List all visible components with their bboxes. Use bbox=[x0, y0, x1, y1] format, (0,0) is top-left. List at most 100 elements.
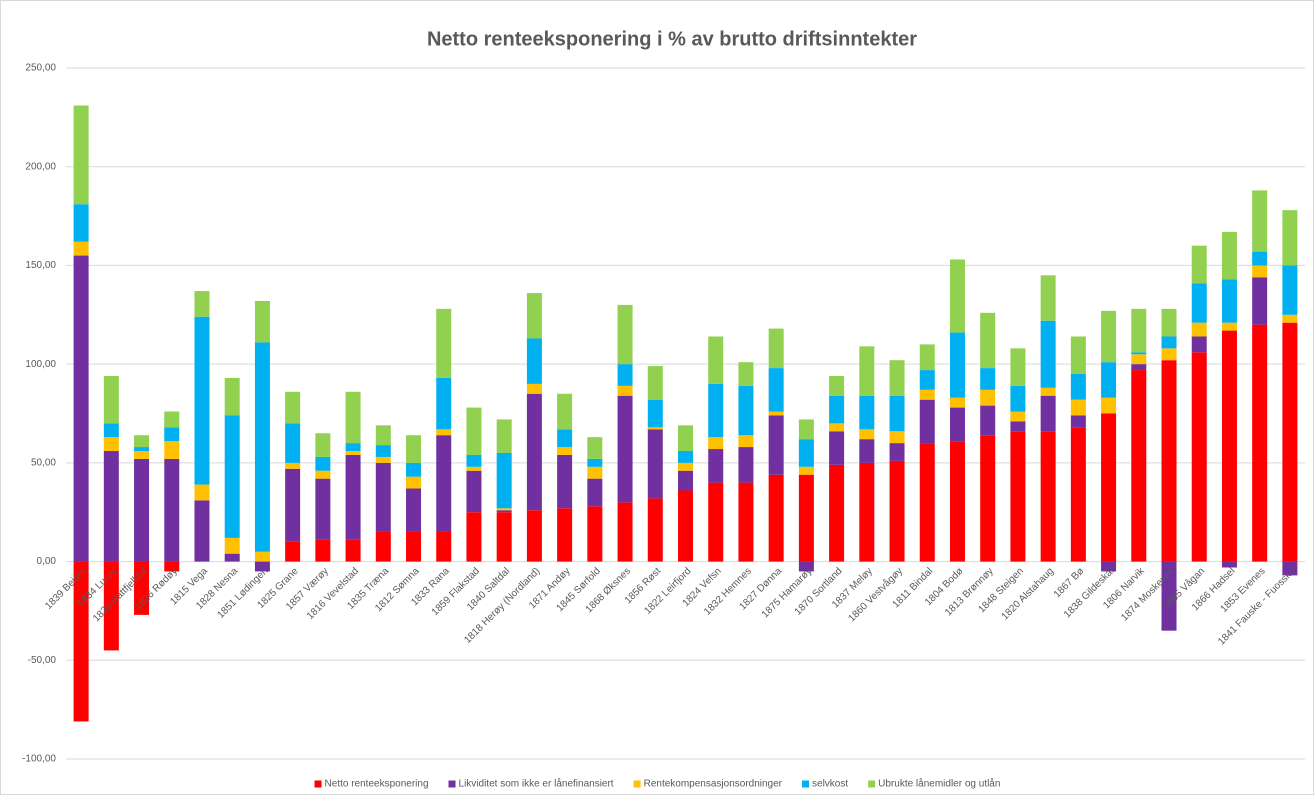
bar-segment bbox=[73, 204, 89, 242]
bar-segment bbox=[1282, 561, 1298, 576]
bar-segment bbox=[436, 429, 452, 436]
bar-segment bbox=[254, 342, 270, 552]
bar-segment bbox=[768, 411, 784, 416]
bar-segment bbox=[557, 454, 573, 509]
bar-segment bbox=[1070, 336, 1086, 375]
bar-segment bbox=[526, 338, 542, 384]
bar-segment bbox=[1252, 265, 1268, 278]
bar-segment bbox=[919, 389, 935, 400]
bar-segment bbox=[829, 423, 845, 432]
bar-segment bbox=[1101, 561, 1117, 572]
legend-swatch bbox=[314, 780, 322, 788]
bar-segment bbox=[647, 427, 663, 430]
bar-segment bbox=[1010, 411, 1026, 422]
bar-segment bbox=[345, 454, 361, 540]
bar-segment bbox=[1252, 251, 1268, 266]
bar-segment bbox=[798, 474, 814, 562]
legend-label: selvkost bbox=[812, 779, 848, 790]
bar-segment bbox=[919, 370, 935, 390]
bar-segment bbox=[768, 474, 784, 562]
bar-segment bbox=[587, 458, 603, 467]
y-tick-label: -50,00 bbox=[28, 655, 57, 666]
bar-segment bbox=[1221, 330, 1237, 562]
bar-segment bbox=[194, 291, 210, 317]
bar-segment bbox=[557, 508, 573, 562]
bar-segment bbox=[738, 362, 754, 386]
bar-segment bbox=[285, 541, 301, 562]
bar-segment bbox=[980, 368, 996, 390]
bar-segment bbox=[406, 462, 422, 477]
bar-segment bbox=[73, 561, 89, 722]
bar-segment bbox=[678, 470, 693, 491]
bar-segment bbox=[436, 435, 452, 532]
bar-segment bbox=[768, 328, 784, 369]
bar-segment bbox=[980, 435, 996, 562]
bar-segment bbox=[557, 393, 573, 430]
bar-segment bbox=[526, 510, 542, 562]
bar-segment bbox=[829, 431, 845, 465]
bar-segment bbox=[738, 385, 754, 436]
bar-segment bbox=[164, 458, 180, 562]
bar-segment bbox=[798, 561, 814, 572]
bar-segment bbox=[285, 391, 301, 424]
bar-segment bbox=[798, 419, 814, 440]
bar-segment bbox=[617, 304, 633, 365]
bar-segment bbox=[617, 385, 633, 396]
bar-segment bbox=[1131, 364, 1147, 371]
bar-segment bbox=[1040, 395, 1056, 432]
bar-segment bbox=[1282, 265, 1298, 315]
bar-segment bbox=[436, 308, 452, 378]
bar-segment bbox=[1101, 413, 1117, 562]
bar-segment bbox=[496, 508, 512, 511]
bar-segment bbox=[1191, 352, 1207, 562]
bar-segment bbox=[557, 429, 573, 448]
bar-segment bbox=[103, 451, 119, 562]
bar-segment bbox=[73, 241, 89, 256]
legend-swatch bbox=[448, 780, 456, 788]
legend-swatch bbox=[802, 780, 810, 788]
bar-segment bbox=[678, 462, 693, 471]
bar-segment bbox=[375, 462, 391, 532]
bar-segment bbox=[829, 464, 845, 562]
y-tick-label: 150,00 bbox=[25, 260, 56, 271]
bar-segment bbox=[254, 551, 270, 562]
bar-segment bbox=[466, 466, 482, 471]
bar-segment bbox=[285, 423, 301, 463]
bar-segment bbox=[164, 411, 180, 428]
bar-segment bbox=[949, 407, 965, 442]
bar-segment bbox=[1191, 322, 1207, 337]
bar-segment bbox=[224, 553, 240, 562]
bar-segment bbox=[496, 419, 512, 453]
bar-segment bbox=[496, 510, 512, 513]
bar-segment bbox=[345, 443, 361, 452]
bar-segment bbox=[980, 389, 996, 406]
y-tick-label: 250,00 bbox=[25, 63, 56, 74]
bar-segment bbox=[949, 259, 965, 333]
bar-segment bbox=[375, 425, 391, 446]
bar-segment bbox=[254, 561, 270, 572]
bar-segment bbox=[708, 383, 724, 438]
bar-segment bbox=[1040, 387, 1056, 396]
bar-segment bbox=[738, 435, 754, 448]
bar-segment bbox=[1221, 561, 1237, 568]
bar-segment bbox=[708, 482, 724, 562]
bar-segment bbox=[224, 377, 240, 416]
bar-segment bbox=[1161, 308, 1177, 337]
bar-segment bbox=[708, 336, 724, 384]
bar-segment bbox=[194, 316, 210, 485]
bar-segment bbox=[889, 443, 905, 461]
bar-segment bbox=[1131, 352, 1147, 355]
bar-segment bbox=[980, 312, 996, 369]
bar-segment bbox=[587, 506, 603, 562]
bar-segment bbox=[798, 439, 814, 467]
bar-segment bbox=[1282, 314, 1298, 323]
bar-segment bbox=[1070, 399, 1086, 416]
bar-segment bbox=[345, 451, 361, 455]
y-tick-label: 0,00 bbox=[37, 556, 57, 567]
bar-segment bbox=[466, 512, 482, 562]
bar-segment bbox=[1221, 231, 1237, 280]
bar-segment bbox=[164, 441, 180, 459]
bar-segment bbox=[73, 255, 89, 562]
bar-segment bbox=[708, 437, 724, 450]
bar-segment bbox=[406, 531, 422, 562]
